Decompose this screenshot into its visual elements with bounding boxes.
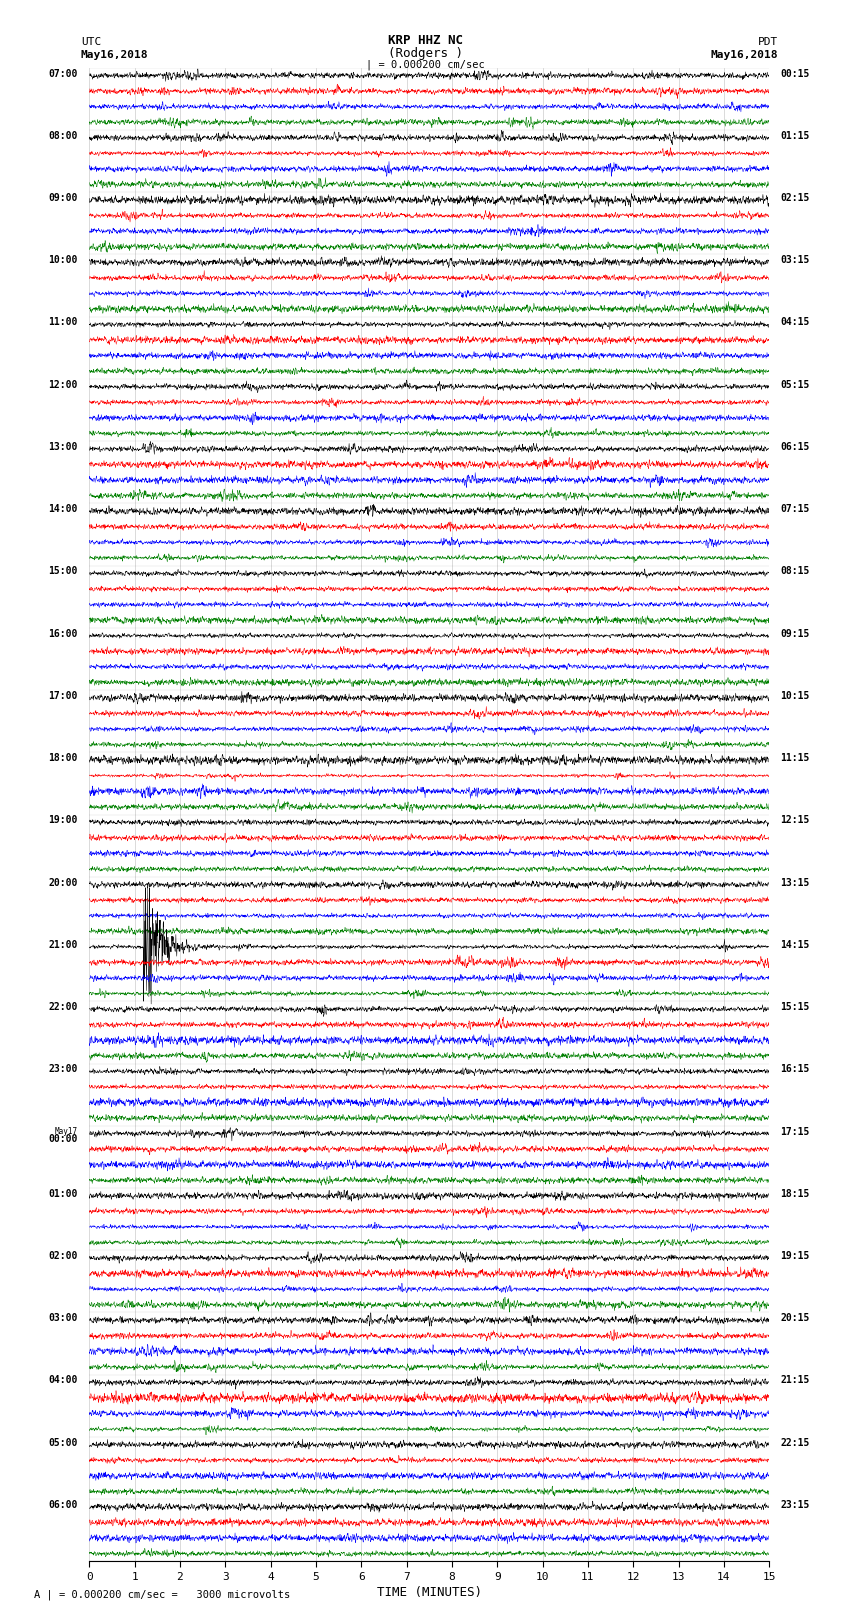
Text: 12:15: 12:15 xyxy=(780,815,810,826)
Text: UTC: UTC xyxy=(81,37,101,47)
Text: 22:15: 22:15 xyxy=(780,1437,810,1448)
Text: 14:15: 14:15 xyxy=(780,940,810,950)
X-axis label: TIME (MINUTES): TIME (MINUTES) xyxy=(377,1586,482,1598)
Text: 14:00: 14:00 xyxy=(48,505,78,515)
Text: 17:15: 17:15 xyxy=(780,1126,810,1137)
Text: 15:15: 15:15 xyxy=(780,1002,810,1011)
Text: 22:00: 22:00 xyxy=(48,1002,78,1011)
Text: | = 0.000200 cm/sec: | = 0.000200 cm/sec xyxy=(366,60,484,71)
Text: 10:00: 10:00 xyxy=(48,255,78,265)
Text: 06:15: 06:15 xyxy=(780,442,810,452)
Text: 08:15: 08:15 xyxy=(780,566,810,576)
Text: 02:00: 02:00 xyxy=(48,1252,78,1261)
Text: 21:00: 21:00 xyxy=(48,940,78,950)
Text: 18:15: 18:15 xyxy=(780,1189,810,1198)
Text: 15:00: 15:00 xyxy=(48,566,78,576)
Text: PDT: PDT xyxy=(757,37,778,47)
Text: 12:00: 12:00 xyxy=(48,379,78,390)
Text: 09:00: 09:00 xyxy=(48,194,78,203)
Text: 11:15: 11:15 xyxy=(780,753,810,763)
Text: 08:00: 08:00 xyxy=(48,131,78,140)
Text: (Rodgers ): (Rodgers ) xyxy=(388,47,462,60)
Text: 21:15: 21:15 xyxy=(780,1376,810,1386)
Text: 19:15: 19:15 xyxy=(780,1252,810,1261)
Text: 02:15: 02:15 xyxy=(780,194,810,203)
Text: 03:00: 03:00 xyxy=(48,1313,78,1323)
Text: KRP HHZ NC: KRP HHZ NC xyxy=(388,34,462,47)
Text: 03:15: 03:15 xyxy=(780,255,810,265)
Text: May16,2018: May16,2018 xyxy=(711,50,778,60)
Text: 19:00: 19:00 xyxy=(48,815,78,826)
Text: May16,2018: May16,2018 xyxy=(81,50,148,60)
Text: 16:15: 16:15 xyxy=(780,1065,810,1074)
Text: 17:00: 17:00 xyxy=(48,690,78,702)
Text: 13:15: 13:15 xyxy=(780,877,810,887)
Text: 23:15: 23:15 xyxy=(780,1500,810,1510)
Text: A | = 0.000200 cm/sec =   3000 microvolts: A | = 0.000200 cm/sec = 3000 microvolts xyxy=(34,1589,290,1600)
Text: 06:00: 06:00 xyxy=(48,1500,78,1510)
Text: 18:00: 18:00 xyxy=(48,753,78,763)
Text: 01:00: 01:00 xyxy=(48,1189,78,1198)
Text: 07:15: 07:15 xyxy=(780,505,810,515)
Text: 09:15: 09:15 xyxy=(780,629,810,639)
Text: 05:15: 05:15 xyxy=(780,379,810,390)
Text: 04:00: 04:00 xyxy=(48,1376,78,1386)
Text: 07:00: 07:00 xyxy=(48,68,78,79)
Text: 13:00: 13:00 xyxy=(48,442,78,452)
Text: 23:00: 23:00 xyxy=(48,1065,78,1074)
Text: 00:15: 00:15 xyxy=(780,68,810,79)
Text: 01:15: 01:15 xyxy=(780,131,810,140)
Text: 20:15: 20:15 xyxy=(780,1313,810,1323)
Text: 05:00: 05:00 xyxy=(48,1437,78,1448)
Text: May17: May17 xyxy=(54,1126,78,1136)
Text: 04:15: 04:15 xyxy=(780,318,810,327)
Text: 16:00: 16:00 xyxy=(48,629,78,639)
Text: 00:00: 00:00 xyxy=(48,1134,78,1144)
Text: 20:00: 20:00 xyxy=(48,877,78,887)
Text: 10:15: 10:15 xyxy=(780,690,810,702)
Text: 11:00: 11:00 xyxy=(48,318,78,327)
